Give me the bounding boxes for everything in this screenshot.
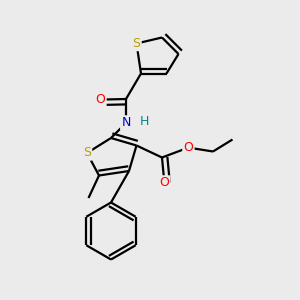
Text: H: H (139, 115, 149, 128)
Text: O: O (96, 93, 105, 106)
Text: S: S (133, 37, 140, 50)
Text: O: O (160, 176, 169, 190)
Text: N: N (121, 116, 131, 130)
Text: S: S (83, 146, 91, 160)
Text: O: O (184, 141, 193, 154)
